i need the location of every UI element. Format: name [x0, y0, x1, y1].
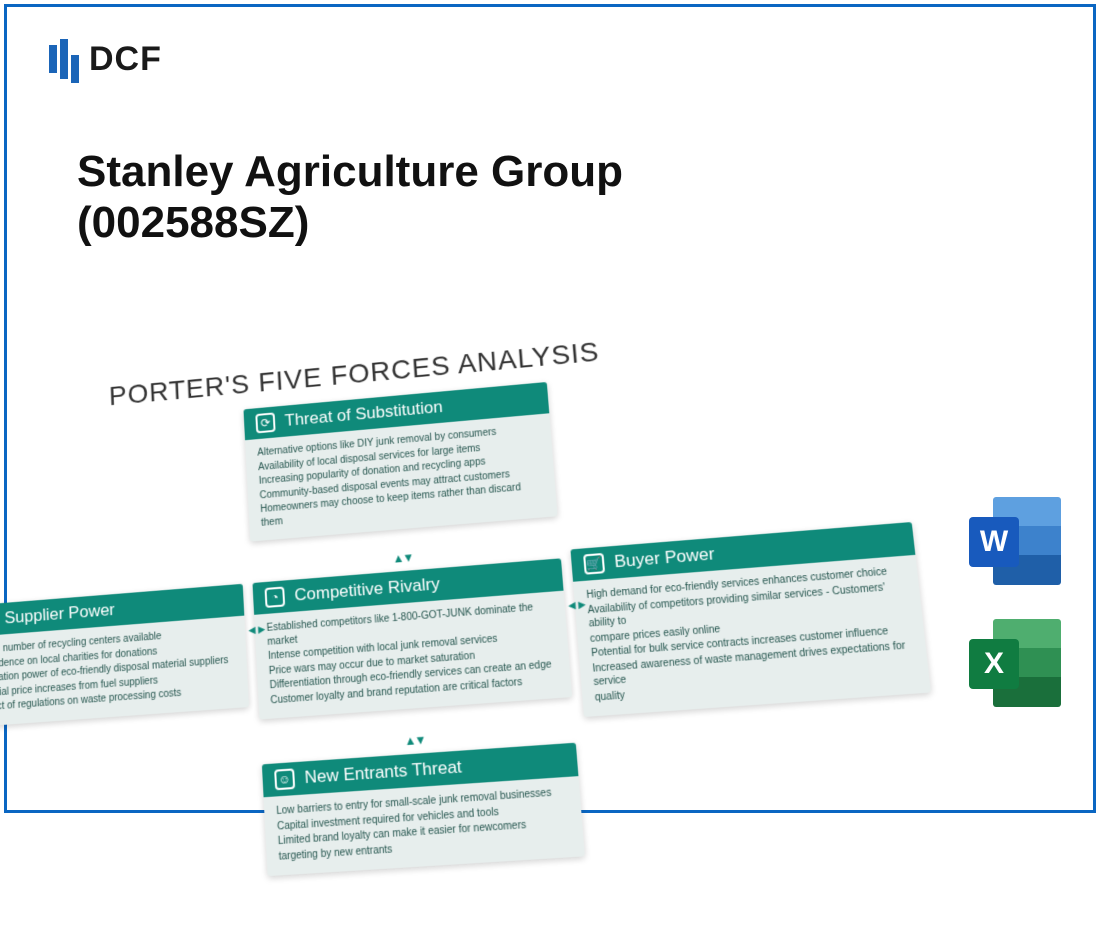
person-icon: ☺ — [274, 768, 295, 790]
excel-file-icon[interactable]: X — [969, 619, 1061, 707]
file-icons-group: W X — [969, 497, 1061, 707]
card-buyer-power: 🛒 Buyer Power High demand for eco-friend… — [570, 522, 931, 717]
cart-icon: 🛒 — [583, 553, 605, 575]
title-line-2: (002588SZ) — [77, 198, 309, 247]
connector-icon: ◄► — [246, 622, 266, 637]
card-threat-substitution: ⟳ Threat of Substitution Alternative opt… — [243, 382, 557, 542]
five-forces-diagram: PORTER'S FIVE FORCES ANALYSIS ⟳ Threat o… — [0, 308, 964, 948]
connector-icon: ▲▼ — [404, 732, 425, 748]
excel-badge: X — [969, 639, 1019, 689]
word-file-icon[interactable]: W — [969, 497, 1061, 585]
card-title: Buyer Power — [614, 544, 716, 572]
title-line-1: Stanley Agriculture Group — [77, 147, 623, 196]
card-title: Supplier Power — [4, 600, 115, 628]
word-badge: W — [969, 517, 1019, 567]
card-body: mited number of recycling centers availa… — [0, 616, 249, 727]
outer-frame: DCF Stanley Agriculture Group (002588SZ)… — [4, 4, 1096, 813]
diagram-container: PORTER'S FIVE FORCES ANALYSIS ⟳ Threat o… — [7, 352, 887, 832]
card-title: New Entrants Threat — [304, 757, 462, 788]
pie-icon: ◔ — [265, 586, 286, 607]
connector-icon: ◄► — [565, 597, 586, 613]
card-new-entrants: ☺ New Entrants Threat Low barriers to en… — [262, 743, 585, 876]
refresh-icon: ⟳ — [255, 412, 275, 433]
card-supplier-power: ⇄ Supplier Power mited number of recycli… — [0, 584, 249, 727]
connector-icon: ▲▼ — [392, 550, 413, 566]
page-title: Stanley Agriculture Group (002588SZ) — [77, 147, 623, 248]
card-body: High demand for eco-friendly services en… — [573, 555, 931, 717]
card-competitive-rivalry: ◔ Competitive Rivalry Established compet… — [252, 558, 572, 719]
brand-name: DCF — [89, 40, 162, 79]
card-title: Competitive Rivalry — [294, 574, 441, 605]
logo-bars-icon — [49, 35, 79, 83]
brand-logo: DCF — [49, 35, 162, 83]
